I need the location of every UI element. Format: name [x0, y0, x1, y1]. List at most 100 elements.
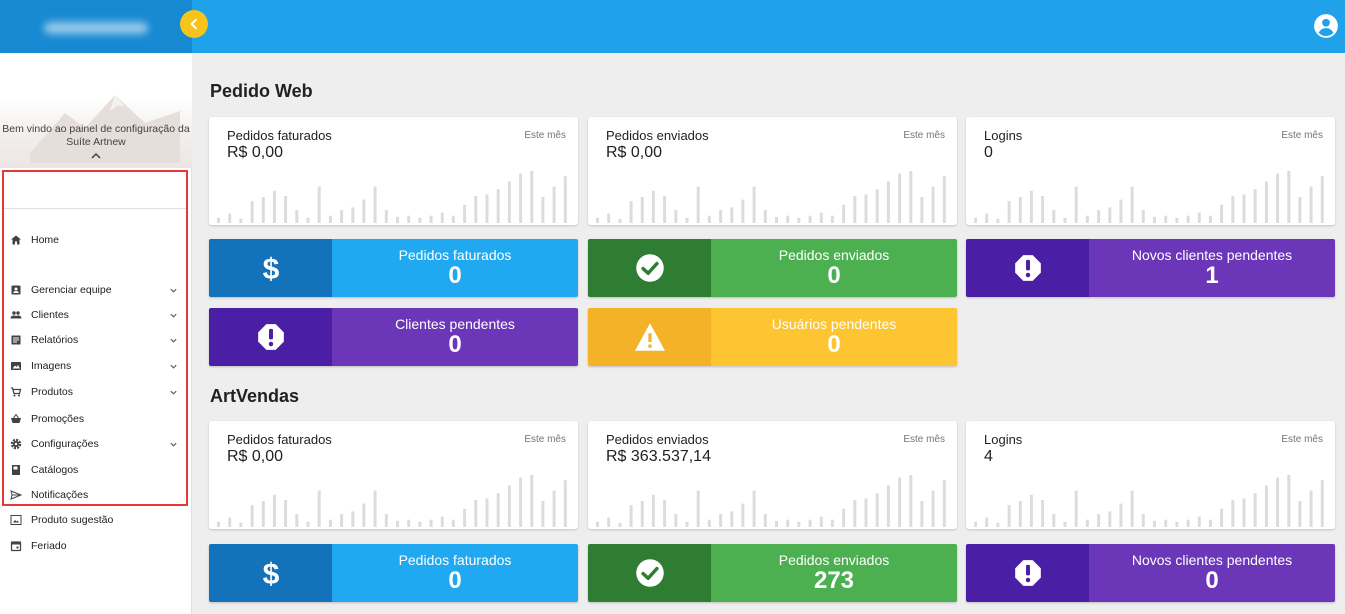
sparkline-bar — [418, 217, 422, 223]
sidebar-item[interactable]: Imagens — [10, 356, 180, 376]
sparkline-bar — [451, 215, 455, 223]
collapse-sidebar-button[interactable] — [180, 10, 208, 38]
basket-icon — [11, 413, 21, 423]
sparkline-bar — [786, 519, 790, 527]
sparkline-bar — [640, 197, 644, 223]
sidebar-item[interactable]: Gerenciar equipe — [10, 280, 180, 300]
sparkline-bar — [1074, 490, 1078, 527]
chevron-left-icon — [190, 18, 197, 30]
sparkline-bar — [974, 521, 977, 527]
sparkline-bar — [629, 505, 633, 527]
sparkline-bar — [1085, 215, 1089, 223]
metric-card: Pedidos enviados R$ 363.537,14 Este mês — [588, 421, 957, 529]
sidebar-item[interactable]: Produto sugestão — [10, 510, 180, 530]
stat-tile[interactable]: $ Pedidos faturados 0 — [209, 239, 578, 297]
sidebar-item[interactable]: Notificações — [10, 485, 180, 505]
welcome-message: Bem vindo ao painel de configuração da S… — [2, 123, 190, 148]
sparkline-bar — [1007, 201, 1011, 223]
stat-label: Novos clientes pendentes — [1131, 247, 1293, 263]
sparkline-bar — [474, 500, 478, 527]
sparkline-bar — [663, 196, 667, 223]
stat-value: 0 — [827, 262, 841, 289]
stat-tile[interactable]: Clientes pendentes 0 — [209, 308, 578, 366]
sparkline-bar — [752, 490, 756, 527]
card-value: R$ 363.537,14 — [606, 448, 711, 465]
sparkline-bar — [1320, 480, 1324, 527]
sparkline-bar — [974, 217, 977, 223]
sidebar-item[interactable]: Clientes — [10, 305, 180, 325]
sparkline-bar — [328, 519, 332, 527]
sidebar-item[interactable]: Produtos — [10, 382, 180, 402]
stat-tile[interactable]: Usuários pendentes 0 — [588, 308, 957, 366]
svg-text:$: $ — [262, 253, 279, 284]
stat-tile[interactable]: Pedidos enviados 273 — [588, 544, 957, 602]
sparkline-bar — [763, 210, 767, 223]
stat-tile[interactable]: Novos clientes pendentes 0 — [966, 544, 1335, 602]
sparkline-bar — [741, 199, 745, 223]
sidebar-item[interactable]: Catálogos — [10, 460, 180, 480]
sidebar-item[interactable]: Promoções — [10, 409, 180, 429]
card-value: 0 — [984, 144, 993, 161]
svg-text:$: $ — [262, 558, 279, 589]
sidebar-item[interactable]: Relatórios — [10, 330, 180, 350]
stat-icon-panel — [588, 239, 711, 297]
top-app-bar — [0, 0, 1345, 53]
sparkline-bar — [651, 494, 655, 527]
sidebar-item-label: Notificações — [31, 489, 89, 501]
sparkline-bar — [1029, 494, 1033, 527]
sparkline-bar — [819, 516, 823, 527]
sidebar-item[interactable]: Home — [10, 230, 180, 250]
stat-body: Pedidos faturados 0 — [332, 239, 578, 297]
sparkline-bar — [1063, 217, 1067, 223]
gear-icon — [10, 438, 22, 450]
sparkline-bar — [730, 511, 734, 527]
sparkline-bar — [306, 521, 310, 527]
sparkline-bar — [1309, 490, 1313, 527]
stat-tile[interactable]: $ Pedidos faturados 0 — [209, 544, 578, 602]
sparkline-bar — [507, 181, 511, 223]
sparkline-chart — [217, 475, 567, 527]
sparkline-bar — [384, 210, 388, 223]
chevron-up-icon[interactable] — [89, 151, 103, 161]
chevron-down-icon — [170, 288, 177, 293]
section-title: ArtVendas — [210, 386, 300, 406]
stat-label: Pedidos faturados — [398, 247, 512, 263]
sparkline-bar — [707, 215, 711, 223]
sparkline-bar — [1220, 204, 1224, 223]
stat-tile[interactable]: Pedidos enviados 0 — [588, 239, 957, 297]
sparkline-bar — [317, 490, 321, 527]
sparkline-bar — [1130, 186, 1134, 223]
sparkline-bar — [217, 217, 220, 223]
sparkline-bar — [217, 521, 220, 527]
sparkline-bar — [842, 508, 846, 527]
sparkline-bar — [1298, 197, 1302, 223]
card-title: Logins — [984, 432, 1023, 447]
sparkline-bar — [618, 218, 622, 223]
account-circle-icon[interactable] — [1313, 13, 1339, 39]
sidebar-item-label: Catálogos — [31, 464, 79, 476]
sparkline-bar — [340, 210, 344, 223]
stat-value: 0 — [1205, 567, 1219, 594]
sparkline-bar — [418, 521, 422, 527]
sparkline-bar — [752, 186, 756, 223]
sparkline-bar — [864, 498, 868, 527]
stat-label: Pedidos faturados — [398, 552, 512, 568]
sparkline-bar — [317, 186, 321, 223]
sparkline-bar — [485, 498, 489, 527]
sparkline-bar — [1164, 519, 1168, 527]
stat-body: Pedidos enviados 273 — [711, 544, 957, 602]
stat-body: Novos clientes pendentes 1 — [1089, 239, 1335, 297]
sidebar-item[interactable]: Configurações — [10, 434, 180, 454]
metric-card: Pedidos faturados R$ 0,00 Este mês — [209, 421, 578, 529]
sparkline-bar — [909, 171, 913, 223]
stat-tile[interactable]: Novos clientes pendentes 1 — [966, 239, 1335, 297]
sidebar-item[interactable]: Feriado — [10, 536, 180, 556]
sparkline-bar — [797, 217, 801, 223]
sparkline-bar — [629, 201, 633, 223]
sparkline-bar — [463, 508, 467, 527]
sparkline-bar — [596, 521, 599, 527]
stat-body: Clientes pendentes 0 — [332, 308, 578, 366]
card-title: Pedidos faturados — [227, 432, 332, 447]
sidebar-item-label: Relatórios — [31, 334, 79, 346]
stat-icon-panel: $ — [209, 544, 332, 602]
